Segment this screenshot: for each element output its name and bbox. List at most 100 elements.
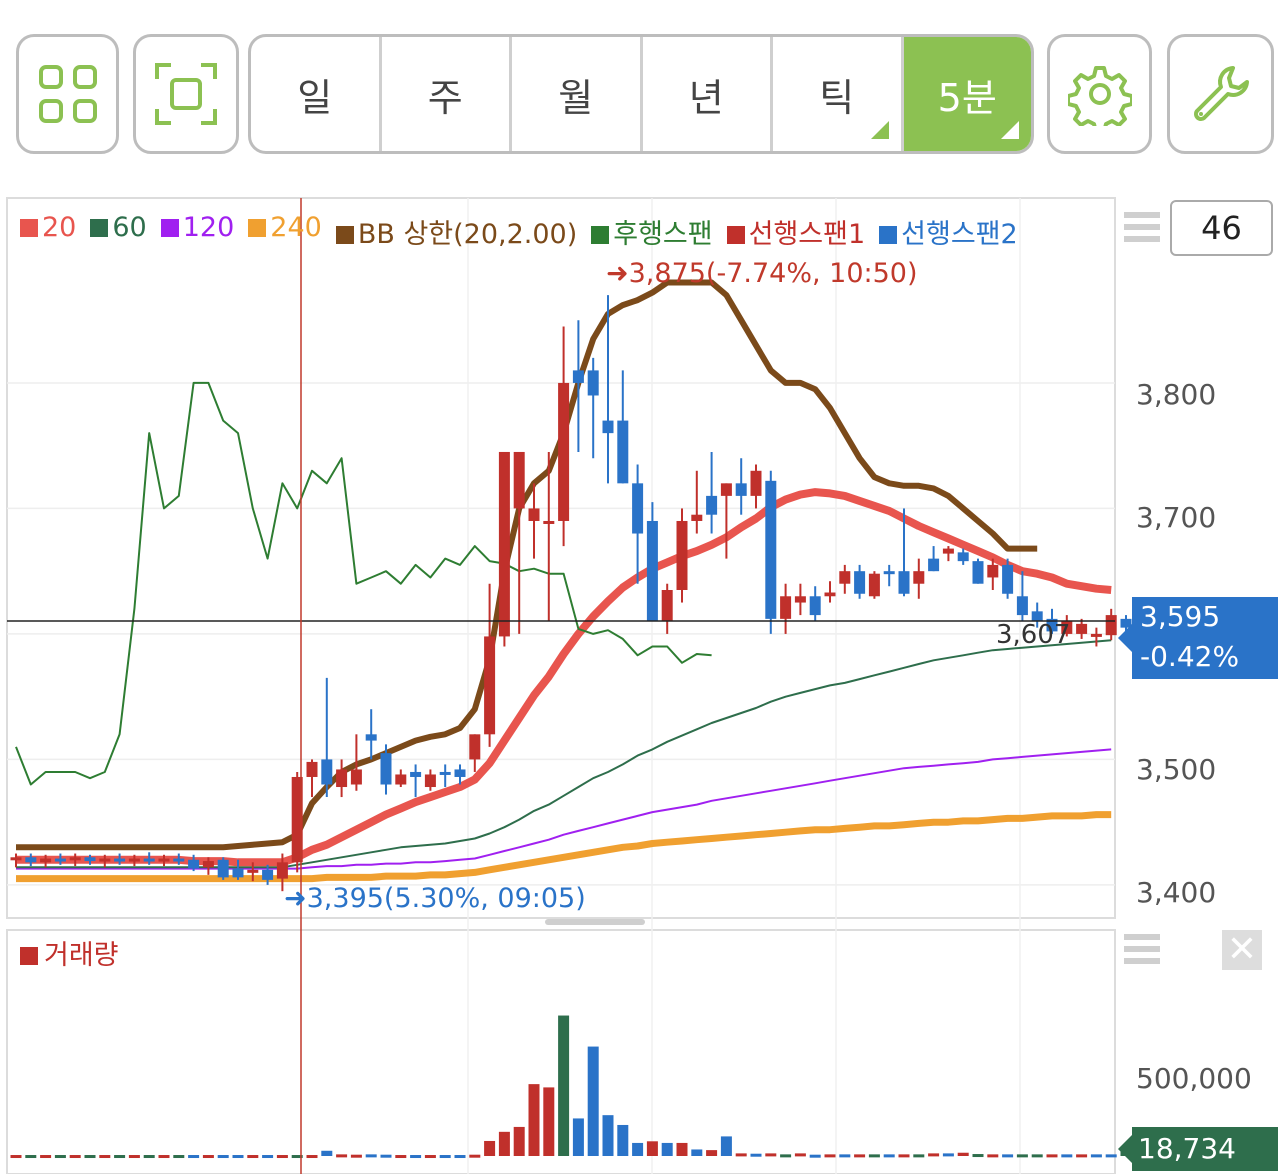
candle-body [1061, 621, 1073, 634]
period-week[interactable]: 주 [382, 37, 512, 151]
fullscreen-icon [155, 63, 217, 125]
candle-body [276, 862, 288, 879]
legend-lagging-span[interactable]: 후행스팬 [591, 212, 713, 251]
candle-body [306, 761, 318, 777]
volume-bar [765, 1153, 777, 1157]
legend-ma20[interactable]: 20 [20, 212, 76, 251]
candle-body [676, 520, 688, 590]
candle-body [661, 590, 673, 622]
pane-resize-handle [545, 919, 645, 925]
settings-button[interactable] [1047, 34, 1152, 154]
legend-ma240[interactable]: 240 [248, 212, 322, 251]
candle-body [114, 858, 126, 862]
volume-bar [217, 1155, 229, 1159]
candle-body [25, 857, 37, 863]
candle-body [543, 520, 555, 524]
volume-bar [706, 1150, 718, 1156]
candle-body [10, 857, 22, 861]
volume-bar [1090, 1154, 1102, 1158]
ma120-line [16, 748, 1112, 870]
candle-body [824, 592, 836, 597]
candle-body [513, 451, 525, 509]
volume-bar [158, 1155, 170, 1159]
layout-grid-button[interactable] [16, 34, 119, 154]
candle-body [809, 596, 821, 616]
candle-body [188, 859, 200, 869]
period-day[interactable]: 일 [251, 37, 382, 151]
volume-bar [972, 1154, 984, 1158]
volume-bar [454, 1155, 466, 1159]
volume-bar [469, 1154, 481, 1158]
indicator-legend: 20 60 120 240 BB 상한(20,2.00) 후행스팬 선행스팬1 … [20, 212, 1018, 251]
legend-leading-span2[interactable]: 선행스팬2 [879, 212, 1018, 251]
candle-body [69, 857, 81, 861]
candle-body [854, 571, 866, 594]
volume-bar [824, 1154, 836, 1158]
legend-leading-span1[interactable]: 선행스팬1 [726, 212, 865, 251]
volume-bar [114, 1155, 126, 1159]
candle-body [1016, 596, 1028, 616]
candle-body [558, 382, 570, 521]
candle-body [395, 774, 407, 785]
volume-legend[interactable]: 거래량 [20, 933, 119, 972]
volume-bar [1061, 1154, 1073, 1158]
candle-body [691, 514, 703, 521]
visible-count-input[interactable]: 46 [1170, 200, 1273, 256]
price-axis-label: 3,700 [1136, 501, 1217, 534]
fullscreen-button[interactable] [133, 34, 239, 154]
period-5min[interactable]: 5분 [903, 37, 1031, 151]
volume-bar [40, 1155, 52, 1159]
close-icon[interactable]: ✕ [1222, 930, 1262, 970]
high-price-marker: ➜3,875(-7.74%, 10:50) [606, 258, 918, 289]
ma60-line [16, 639, 1112, 869]
candle-body [780, 596, 792, 619]
volume-bar [661, 1142, 673, 1156]
candle-body [469, 734, 481, 760]
volume-bar [1076, 1154, 1088, 1158]
ma240-line [16, 811, 1112, 883]
volume-bar [543, 1087, 555, 1156]
current-change: -0.42% [1140, 640, 1240, 673]
period-tick[interactable]: 틱 [773, 37, 904, 151]
period-month[interactable]: 월 [512, 37, 643, 151]
candle-body [720, 483, 732, 496]
chart-menu-icon[interactable] [1124, 212, 1160, 242]
volume-bar [1105, 1154, 1117, 1158]
volume-bar [942, 1153, 954, 1157]
volume-bar [987, 1154, 999, 1158]
tools-button[interactable] [1167, 34, 1274, 154]
candle-body [143, 858, 155, 862]
volume-bar [202, 1155, 214, 1159]
volume-bar [306, 1155, 318, 1159]
volume-bar [513, 1126, 525, 1156]
legend-ma60[interactable]: 60 [90, 212, 147, 251]
volume-bar [839, 1154, 851, 1158]
legend-ma120[interactable]: 120 [160, 212, 234, 251]
period-year[interactable]: 년 [643, 37, 773, 151]
volume-bar [10, 1155, 22, 1159]
volume-bar [928, 1153, 940, 1157]
candle-body [1120, 618, 1132, 628]
volume-bar [602, 1115, 614, 1156]
volume-bar [99, 1155, 111, 1159]
volume-bar [498, 1131, 510, 1156]
volume-bar [1046, 1154, 1058, 1158]
dropdown-corner-icon [870, 121, 889, 139]
volume-bar [321, 1150, 333, 1156]
candle-body [735, 483, 747, 496]
volume-bar [780, 1154, 792, 1158]
volume-bar [424, 1155, 436, 1159]
legend-bb-upper[interactable]: BB 상한(20,2.00) [335, 212, 577, 251]
candle-body [173, 858, 185, 862]
volume-bar [380, 1154, 392, 1158]
volume-bar [898, 1154, 910, 1158]
current-price-tag: 3,595 -0.42% [1118, 597, 1278, 679]
volume-bar [558, 1015, 570, 1156]
candle-body [839, 571, 851, 584]
candle-body [291, 776, 303, 863]
candle-body [84, 857, 96, 862]
candle-body [572, 370, 584, 383]
candle-body [617, 420, 629, 484]
volume-menu-icon[interactable] [1124, 934, 1160, 964]
